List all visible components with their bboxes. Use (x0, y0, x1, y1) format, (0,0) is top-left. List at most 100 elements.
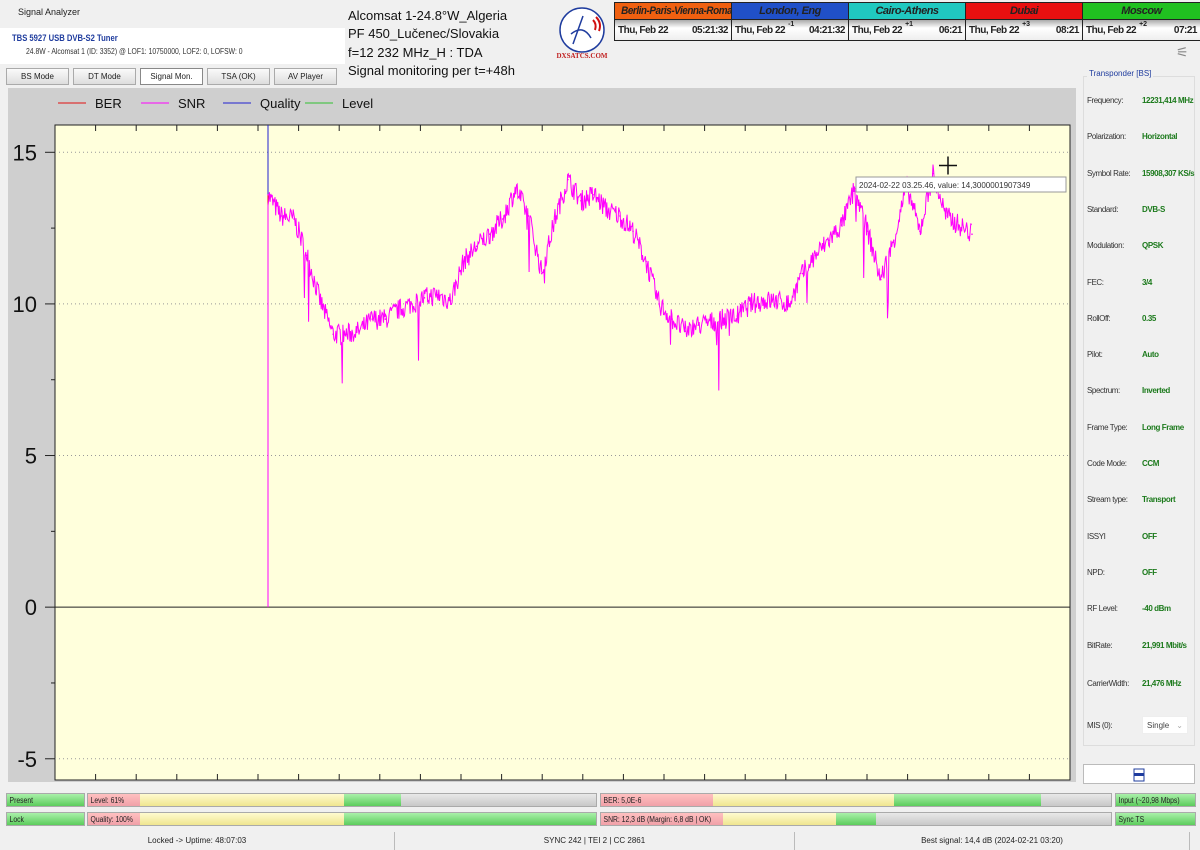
transponder-value: Auto (1142, 350, 1159, 360)
snr-point (814, 254, 817, 257)
snr-point (332, 333, 334, 336)
transponder-label: Modulation: (1087, 241, 1124, 251)
snr-point (593, 193, 595, 196)
snr-point (540, 272, 543, 275)
mis-label: MIS (0): (1087, 721, 1113, 730)
snr-point (879, 278, 882, 281)
sync-ts-label: Sync TS (1118, 815, 1145, 824)
clock-city: Dubai (1009, 5, 1039, 17)
present-indicator: Present (6, 793, 85, 807)
snr-point (775, 300, 778, 302)
info-satellite: Alcomsat 1-24.8°W_Algeria (348, 8, 508, 23)
snr-point (801, 272, 804, 275)
snr-point (488, 233, 491, 235)
snr-point (606, 209, 608, 211)
clock-header: Cairo-Athens (849, 3, 965, 20)
tooltip-text: 2024-02-22 03.25.46, value: 14,300000190… (859, 181, 1031, 190)
dxsatcs-logo: DXSATCS.COM (553, 4, 611, 62)
transponder-label: CarrierWidth: (1087, 678, 1129, 688)
snr-point (554, 218, 556, 220)
transponder-value: OFF (1142, 567, 1157, 577)
y-tick-label: 0 (25, 595, 37, 620)
snr-point (449, 300, 452, 302)
transponder-value: 21,991 Mbit/s (1142, 640, 1187, 650)
window-title: Signal Analyzer (18, 7, 81, 17)
info-frequency: f=12 232 MHz_H : TDA (348, 45, 483, 60)
level-meter: Level: 61% (87, 793, 597, 807)
snr-point (840, 224, 843, 226)
status-sync: SYNC 242 | TEI 2 | CC 2861 (395, 832, 795, 850)
crosshair-cursor (939, 156, 957, 175)
snr-point (827, 239, 830, 242)
snr-point (501, 218, 504, 220)
clock-date: Thu, Feb 22 (969, 24, 1020, 36)
snr-point (436, 294, 439, 296)
header (0, 28, 345, 64)
clock-1: London, Eng Thu, Feb 22 -1 04:21:32 (732, 3, 849, 40)
clock-time-row: Thu, Feb 22 +1 06:21 (849, 20, 965, 40)
ber-label: BER: 5,0E-6 (603, 796, 642, 805)
status-best-signal: Best signal: 14,4 dB (2024-02-21 03:20) (795, 832, 1190, 850)
transponder-label: Frequency: (1087, 96, 1124, 105)
plot-area (54, 124, 1071, 781)
transponder-value: -40 dBm (1142, 604, 1171, 614)
tab-bs-mode[interactable]: BS Mode (6, 68, 69, 85)
clock-date: Thu, Feb 22 (1086, 24, 1137, 36)
transponder-label: FEC: (1087, 277, 1104, 287)
transponder-label: Symbol Rate: (1087, 168, 1131, 178)
transponder-label: Spectrum: (1087, 386, 1120, 396)
transponder-value: 12231,414 MHz (1142, 96, 1194, 105)
snr-point (293, 218, 295, 220)
tab-signal-mon[interactable]: Signal Mon. (140, 68, 203, 85)
snr-point (658, 303, 660, 305)
snr-point (710, 321, 713, 323)
snr-point (514, 187, 517, 190)
snr-point (280, 215, 282, 217)
clock-header: Berlin-Paris-Vienna-Roma (615, 3, 731, 20)
clock-3: Dubai Thu, Feb 22 +3 08:21 (966, 3, 1083, 40)
mis-value: Single (1147, 721, 1170, 730)
tab-av-player[interactable]: AV Player (274, 68, 337, 85)
transponder-label: Standard: (1087, 204, 1119, 214)
transponder-title: Transponder [BS] (1087, 69, 1154, 78)
snr-point (645, 260, 647, 263)
snr-point (853, 187, 856, 190)
transponder-value: 21,476 MHz (1142, 678, 1182, 688)
transponder-value: Inverted (1142, 386, 1170, 396)
quality-label: Quality: 100% (90, 815, 133, 824)
tooltip (855, 176, 1067, 193)
snr-point (671, 318, 673, 320)
snr-point (397, 309, 400, 311)
transponder-value: DVB-S (1142, 204, 1165, 214)
snr-point (423, 297, 426, 299)
clock-time-row: Thu, Feb 22 +3 08:21 (966, 20, 1082, 40)
transponder-label: Polarization: (1087, 132, 1126, 142)
clock-2: Cairo-Athens Thu, Feb 22 +1 06:21 (849, 3, 966, 40)
lock-label: Lock (9, 815, 24, 824)
snr-point (697, 324, 700, 326)
legend-label: BER (95, 96, 122, 111)
legend-label: SNR (178, 96, 205, 111)
tab-dt-mode[interactable]: DT Mode (73, 68, 136, 85)
clock-offset: +3 (1022, 21, 1031, 28)
clock-time: 04:21:32 (808, 24, 846, 36)
present-label: Present (9, 796, 33, 805)
info-monitoring: Signal monitoring per t=+48h (348, 63, 515, 78)
tab-tsa[interactable]: TSA (OK) (207, 68, 270, 85)
snr-point (567, 178, 569, 181)
snr-point (580, 200, 582, 202)
chevron-down-icon: ⌄ (1176, 721, 1183, 730)
snr-point (762, 300, 765, 302)
snr-point (358, 330, 361, 333)
title-bar: Signal Analyzer (0, 0, 550, 28)
clock-0: Berlin-Paris-Vienna-Roma Thu, Feb 22 05:21… (615, 3, 732, 40)
status-uptime: Locked -> Uptime: 48:07:03 (0, 832, 395, 850)
settings-button[interactable] (1083, 764, 1195, 784)
transponder-value: 15908,307 KS/s (1142, 168, 1195, 178)
clock-date: Thu, Feb 22 (618, 24, 669, 36)
snr-meter: SNR: 12,3 dB (Margin: 6,8 dB | OK) (600, 812, 1112, 826)
transponder-label: RF Level: (1087, 604, 1118, 614)
snr-point (345, 333, 348, 336)
mis-select[interactable]: Single ⌄ (1142, 716, 1188, 734)
panel-icon (1133, 768, 1145, 782)
